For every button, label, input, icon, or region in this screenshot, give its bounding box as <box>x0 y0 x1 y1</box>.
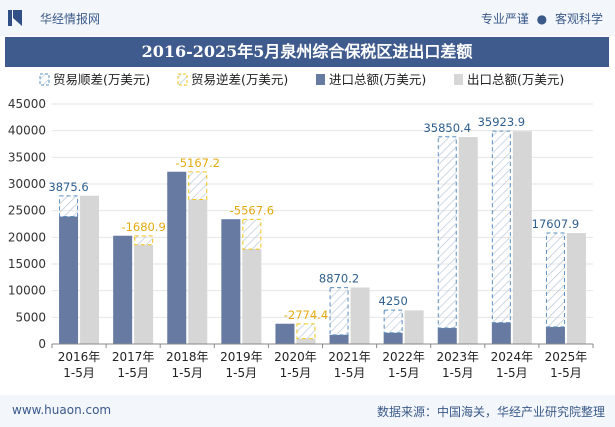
x-tick-label-period: 1-5月 <box>280 366 312 380</box>
footer-url-link[interactable]: www.huaon.com <box>12 403 112 417</box>
trade-surplus-bar <box>329 287 349 336</box>
legend-swatch-deficit <box>177 73 188 86</box>
y-tick-label: 0 <box>38 337 46 351</box>
import-bar <box>221 219 241 344</box>
legend-swatch-import <box>316 74 325 85</box>
x-tick-label-period: 1-5月 <box>334 366 366 380</box>
x-tick-label-period: 1-5月 <box>442 366 474 380</box>
y-tick-label: 15000 <box>8 257 46 271</box>
export-bar <box>404 310 424 344</box>
legend-label: 进口总额(万美元) <box>329 72 426 87</box>
y-tick-label: 30000 <box>8 177 46 191</box>
import-bar <box>437 328 457 344</box>
header-bar: 华经情报网 专业严谨 ● 客观科学 <box>0 0 615 36</box>
x-tick-label-year: 2024年 <box>491 350 534 364</box>
y-tick-label: 35000 <box>8 150 46 164</box>
x-tick-label-period: 1-5月 <box>388 366 420 380</box>
x-tick-label-period: 1-5月 <box>550 366 582 380</box>
x-tick-label-period: 1-5月 <box>496 366 528 380</box>
tagline-left: 专业严谨 <box>480 12 529 26</box>
trade-surplus-bar <box>491 130 511 324</box>
x-tick-label-period: 1-5月 <box>171 366 203 380</box>
y-tick-label: 20000 <box>8 230 46 244</box>
x-tick-label-year: 2025年 <box>545 350 588 364</box>
balance-data-label: -5167.2 <box>176 156 220 170</box>
x-tick-label-year: 2023年 <box>436 350 479 364</box>
y-tick-label: 10000 <box>8 284 46 298</box>
import-bar <box>59 216 79 344</box>
legend-label: 出口总额(万美元) <box>467 72 564 87</box>
x-tick-label-year: 2020年 <box>274 350 317 364</box>
trade-deficit-bar <box>242 218 262 250</box>
import-bar <box>383 332 403 344</box>
balance-data-label: 17607.9 <box>532 217 580 231</box>
bar-chart: 0 5000 10000 15000 20000 25000 30000 35000 40000… <box>8 72 594 380</box>
site-name: 华经情报网 <box>40 12 101 26</box>
balance-data-label: 3875.6 <box>48 180 88 194</box>
export-bar <box>134 244 154 344</box>
import-bar <box>491 322 511 344</box>
title-band: 2016-2025年5月泉州综合保税区进出口差额 <box>5 37 609 67</box>
legend-label: 贸易逆差(万美元) <box>191 72 288 87</box>
legend-swatch-surplus <box>39 73 50 86</box>
balance-data-label: -5567.6 <box>230 203 274 217</box>
x-tick-label-year: 2018年 <box>166 350 209 364</box>
balance-data-label: -1680.9 <box>121 220 165 234</box>
import-bar <box>329 334 349 344</box>
x-tick-label-year: 2021年 <box>328 350 371 364</box>
export-bar <box>188 199 208 344</box>
y-tick-label: 25000 <box>8 204 46 218</box>
x-tick-label-period: 1-5月 <box>117 366 149 380</box>
export-bar <box>566 233 586 344</box>
trade-surplus-bar <box>59 195 79 218</box>
import-bar <box>545 326 565 344</box>
legend-swatch-export <box>454 74 463 85</box>
trade-deficit-bar <box>296 323 316 340</box>
balance-data-label: -2774.4 <box>284 308 328 322</box>
trade-surplus-bar <box>437 136 457 329</box>
tagline-separator: ● <box>536 12 548 26</box>
y-tick-label: 5000 <box>15 310 46 324</box>
export-bar <box>458 137 478 344</box>
chart-title: 2016-2025年5月泉州综合保税区进出口差额 <box>141 42 473 61</box>
x-tick-label-year: 2017年 <box>112 350 155 364</box>
import-bar <box>275 323 295 344</box>
legend-label: 贸易顺差(万美元) <box>53 72 150 87</box>
trade-surplus-bar <box>545 232 565 328</box>
data-source-note: 数据来源：中国海关，华经产业研究院整理 <box>376 405 605 419</box>
y-tick-label: 45000 <box>8 97 46 111</box>
x-tick-label-period: 1-5月 <box>63 366 95 380</box>
balance-data-label: 4250 <box>379 294 408 308</box>
x-tick-label-period: 1-5月 <box>226 366 258 380</box>
export-bar <box>296 338 316 344</box>
tagline: 专业严谨 ● 客观科学 <box>481 10 603 27</box>
tagline-right: 客观科学 <box>554 12 603 26</box>
export-bar <box>512 131 532 344</box>
x-tick-label-year: 2019年 <box>220 350 263 364</box>
balance-data-label: 8870.2 <box>319 272 359 286</box>
y-tick-label: 40000 <box>8 124 46 138</box>
huajing-logo-icon <box>8 10 22 26</box>
x-tick-label-year: 2016年 <box>58 350 101 364</box>
footer-bar: www.huaon.com 数据来源：中国海关，华经产业研究院整理 <box>0 395 615 427</box>
trade-deficit-bar <box>188 171 208 200</box>
import-bar <box>167 171 187 344</box>
balance-data-label: 35923.9 <box>478 115 526 129</box>
export-bar <box>350 287 370 344</box>
export-bar <box>80 195 100 344</box>
trade-deficit-bar <box>134 235 154 246</box>
x-tick-label-year: 2022年 <box>382 350 425 364</box>
export-bar <box>242 249 262 344</box>
trade-surplus-bar <box>383 309 403 334</box>
balance-data-label: 35850.4 <box>423 121 471 135</box>
import-bar <box>113 235 133 344</box>
